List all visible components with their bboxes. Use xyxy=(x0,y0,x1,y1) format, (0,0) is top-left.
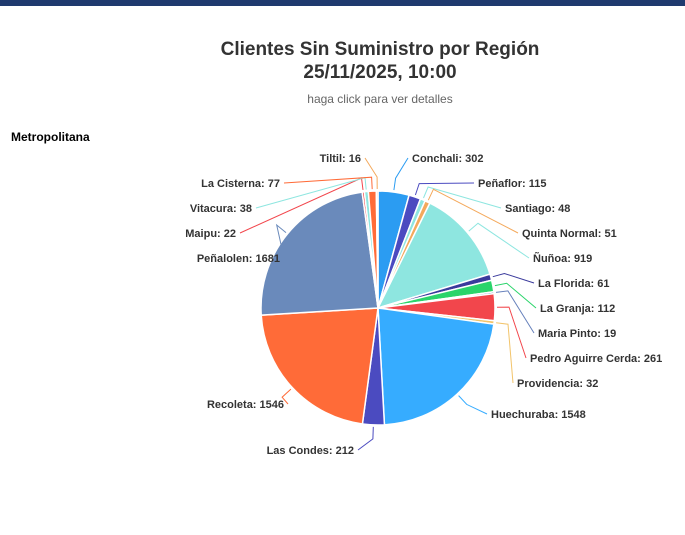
connector-huechuraba xyxy=(458,395,488,415)
data-label-maipu: Maipu: 22 xyxy=(185,228,236,240)
connector-recoleta xyxy=(281,388,292,405)
data-label-la-granja: La Granja: 112 xyxy=(540,303,615,315)
connector-maria-pinto xyxy=(495,290,535,334)
data-label-la-florida: La Florida: 61 xyxy=(538,278,610,290)
connector-santiago xyxy=(423,186,502,209)
data-label-conchali: Conchali: 302 xyxy=(412,153,484,165)
connector-penalolen xyxy=(275,223,287,259)
pie-slice-penalolen[interactable] xyxy=(260,191,379,316)
pie-slice-nunoa[interactable] xyxy=(376,202,491,310)
connector-la-cisterna xyxy=(283,176,373,190)
pie-slice-huechuraba[interactable] xyxy=(377,307,495,426)
connector-conchali xyxy=(393,157,409,191)
region-title: Metropolitana xyxy=(11,130,90,144)
data-label-vitacura: Vitacura: 38 xyxy=(190,203,252,215)
data-label-nunoa: Ñuñoa: 919 xyxy=(533,252,592,265)
data-label-recoleta: Recoleta: 1546 xyxy=(207,399,284,411)
data-label-santiago: Santiago: 48 xyxy=(505,203,570,215)
data-label-pedro-aguirre-cerda: Pedro Aguirre Cerda: 261 xyxy=(530,353,662,365)
pie-slice-recoleta[interactable] xyxy=(260,307,379,425)
chart-title-line2: 25/11/2025, 10:00 xyxy=(303,62,457,83)
connector-la-florida xyxy=(492,272,535,284)
data-label-quinta-normal: Quinta Normal: 51 xyxy=(522,228,617,240)
data-label-maria-pinto: Maria Pinto: 19 xyxy=(538,328,616,340)
pie-slices xyxy=(260,190,496,426)
connector-nunoa xyxy=(468,222,530,259)
data-label-providencia: Providencia: 32 xyxy=(517,378,598,390)
connector-quinta-normal xyxy=(427,188,519,234)
label-connectors xyxy=(239,157,537,451)
data-label-la-cisterna: La Cisterna: 77 xyxy=(201,178,280,190)
data-label-las-condes: Las Condes: 212 xyxy=(267,445,354,457)
data-label-penaflor: Peñaflor: 115 xyxy=(478,178,546,190)
connector-providencia xyxy=(496,322,514,384)
connector-tiltil xyxy=(364,157,378,190)
data-label-huechuraba: Huechuraba: 1548 xyxy=(491,409,586,421)
chart-title-line1: Clientes Sin Suministro por Región xyxy=(220,39,540,60)
connector-las-condes xyxy=(357,426,374,451)
connector-la-granja xyxy=(494,282,537,309)
data-label-tiltil: Tiltil: 16 xyxy=(320,153,361,165)
data-label-penalolen: Peñalolen: 1681 xyxy=(197,253,280,265)
pie-slice-tiltil[interactable] xyxy=(375,190,379,309)
top-accent-bar xyxy=(0,0,685,6)
chart-subtitle: haga click para ver detalles xyxy=(307,92,453,106)
connector-penaflor xyxy=(414,182,475,196)
data-labels: Conchali: 302 Peñaflor: 115 Santiago: 48 Qu… xyxy=(185,153,662,457)
connector-pedro-aguirre-cerda xyxy=(496,306,527,359)
